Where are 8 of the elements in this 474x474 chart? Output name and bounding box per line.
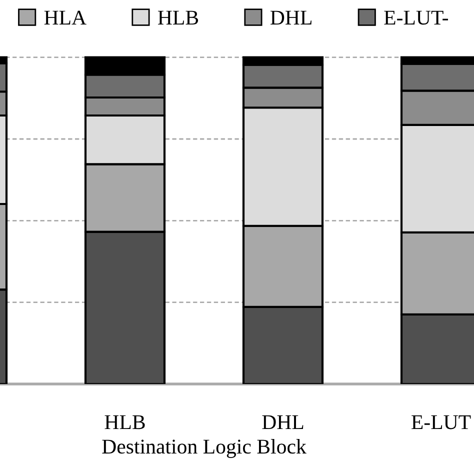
legend-label: E-LUT- <box>384 10 448 25</box>
x-tick-label: HLB <box>104 415 145 430</box>
legend-label: HLA <box>44 10 86 24</box>
x-axis-title: Destination Logic Block <box>102 439 306 458</box>
legend-label: DHL <box>270 10 312 25</box>
legend-label: HLB <box>158 10 198 25</box>
x-tick-label: E-LUT <box>412 415 471 430</box>
x-tick-label: DHL <box>262 415 304 430</box>
